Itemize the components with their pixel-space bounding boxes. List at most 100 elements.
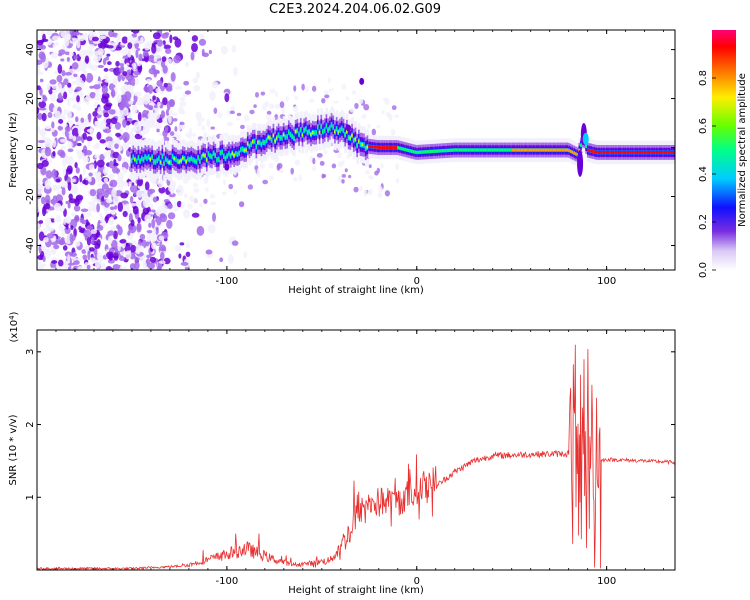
spectrogram-noise-cell — [97, 48, 104, 55]
spectrogram-noise-cell — [121, 49, 126, 56]
spectrogram-ridge-core — [311, 130, 315, 134]
spectrogram-noise-cell — [153, 104, 158, 109]
spectrogram-noise-cell — [45, 170, 53, 179]
spectrogram-noise-cell — [88, 32, 93, 41]
spectrogram-noise-cell — [58, 238, 65, 246]
spectrogram-frame — [36, 29, 676, 271]
spectrogram-ridge-core — [621, 150, 624, 154]
spectrogram-ridge-cell — [193, 159, 197, 163]
spectrogram-noise-cell — [52, 88, 59, 94]
spectrogram-noise-cell — [201, 124, 205, 132]
spectrogram-noise-cell — [178, 253, 182, 259]
spectrogram-noise-cell — [37, 184, 44, 195]
spectrogram-noise-cell — [384, 98, 390, 106]
spectrogram-noise-cell — [148, 54, 155, 60]
spectrogram-noise-cell — [324, 94, 330, 99]
spectrogram-ridge-cell — [188, 158, 192, 161]
spectrogram-noise-cell — [50, 52, 58, 59]
spectrogram-noise-cell — [61, 187, 66, 196]
spectrogram-noise-cell — [226, 121, 233, 127]
spectrogram-noise-cell — [97, 106, 104, 115]
spectrogram-noise-cell — [45, 217, 52, 227]
spectrogram-noise-cell — [80, 208, 89, 213]
spectrogram-xlabel: Height of straight line (km) — [288, 285, 424, 296]
spectrogram-noise-cell — [137, 177, 144, 187]
spectrogram-ridge-cell — [236, 153, 240, 156]
spectrogram-ridge-core — [571, 150, 575, 154]
spectrogram-noise-cell — [119, 62, 124, 67]
spectrogram-ridge-core — [503, 148, 506, 152]
spectrogram-noise-cell — [60, 123, 68, 128]
spectrogram-noise-cell — [345, 96, 350, 101]
spectrogram-ridge-core — [404, 148, 407, 151]
spectrogram-noise-cell — [122, 141, 130, 150]
spectrogram-noise-cell — [184, 90, 192, 95]
spectrogram-noise-cell — [206, 118, 211, 128]
spectrogram-ridge-core — [653, 150, 657, 154]
spectrogram-noise-cell — [105, 140, 114, 149]
spectrogram-ridge-core — [450, 148, 454, 152]
spectrogram-noise-cell — [243, 251, 248, 258]
spectrogram-ridge-core — [532, 148, 536, 152]
spectrogram-noise-cell — [122, 83, 129, 93]
spectrogram-noise-cell — [103, 128, 112, 134]
spectrogram-noise-cell — [376, 167, 381, 174]
spectrogram-noise-cell — [132, 205, 139, 215]
spectrogram-ridge-core — [521, 148, 525, 152]
spectrogram-noise-cell — [57, 83, 63, 92]
spectrogram-noise-cell — [391, 105, 397, 111]
spectrogram-noise-cell — [369, 188, 373, 193]
spectrogram-noise-cell — [37, 223, 41, 230]
spectrogram-ridge-core — [537, 148, 541, 152]
spectrogram-ridge-cell — [238, 151, 242, 155]
spectrogram-noise-cell — [128, 100, 134, 105]
spectrogram-ridge-core — [658, 150, 662, 154]
spectrogram-ridge-cell — [158, 157, 161, 160]
spectrogram-noise-cell — [127, 230, 131, 236]
spectrogram-noise-cell — [217, 112, 223, 119]
spectrogram-noise-cell — [114, 143, 119, 149]
spectrogram-noise-cell — [51, 35, 60, 41]
spectrogram-noise-cell — [149, 256, 157, 263]
spectrogram-noise-cell — [88, 247, 95, 252]
spectrogram-ridge-core — [272, 133, 276, 137]
spectrogram-ridge-cell — [200, 155, 204, 159]
spectrogram-ridge-core — [627, 150, 631, 154]
spectrogram-ridge-core — [414, 150, 418, 154]
spectrogram-noise-cell — [117, 226, 123, 236]
spectrogram-noise-cell — [146, 258, 151, 265]
spectrogram-noise-cell — [49, 79, 57, 85]
spectrogram-noise-cell — [257, 172, 261, 178]
spectrogram-noise-cell — [67, 181, 72, 191]
spectrogram-noise-cell — [80, 117, 85, 123]
spectrogram-noise-cell — [73, 55, 78, 60]
spectrogram-noise-cell — [60, 138, 68, 143]
spectrogram-noise-cell — [91, 236, 95, 245]
spectrogram-ridge-core — [392, 146, 395, 150]
spectrogram-ridge-cell — [132, 155, 136, 159]
spectrogram-ridge-core — [344, 133, 348, 137]
spectrogram-blob — [345, 124, 351, 132]
spectrogram-ridge-core — [185, 160, 189, 164]
spectrogram-noise-cell — [168, 109, 174, 115]
spectrogram-ridge-cell — [219, 151, 223, 155]
spectrogram-ridge-core — [580, 143, 583, 147]
spectrogram-noise-cell — [196, 115, 202, 122]
spectrogram-ridge-cell — [342, 129, 346, 132]
spectrogram-noise-cell — [136, 40, 145, 44]
spectrogram-ridge-core — [475, 148, 479, 152]
spectrogram-noise-cell — [368, 164, 372, 169]
spectrogram-ridge-core — [402, 147, 406, 151]
spectrogram-noise-cell — [70, 225, 74, 230]
spectrogram-noise-cell — [104, 79, 112, 83]
spectrogram-noise-cell — [75, 116, 79, 123]
spectrogram-ridge-core — [535, 148, 539, 152]
spectrogram-noise-cell — [107, 61, 112, 66]
spectrogram-noise-cell — [221, 191, 227, 196]
spectrogram-noise-cell — [37, 198, 40, 207]
spectrogram-noise-cell — [82, 132, 87, 140]
spectrogram-ridge-core — [349, 136, 353, 140]
spectrogram-noise-cell — [200, 117, 205, 122]
spectrogram-ridge-cell — [161, 155, 165, 158]
spectrogram-noise-cell — [67, 202, 71, 209]
